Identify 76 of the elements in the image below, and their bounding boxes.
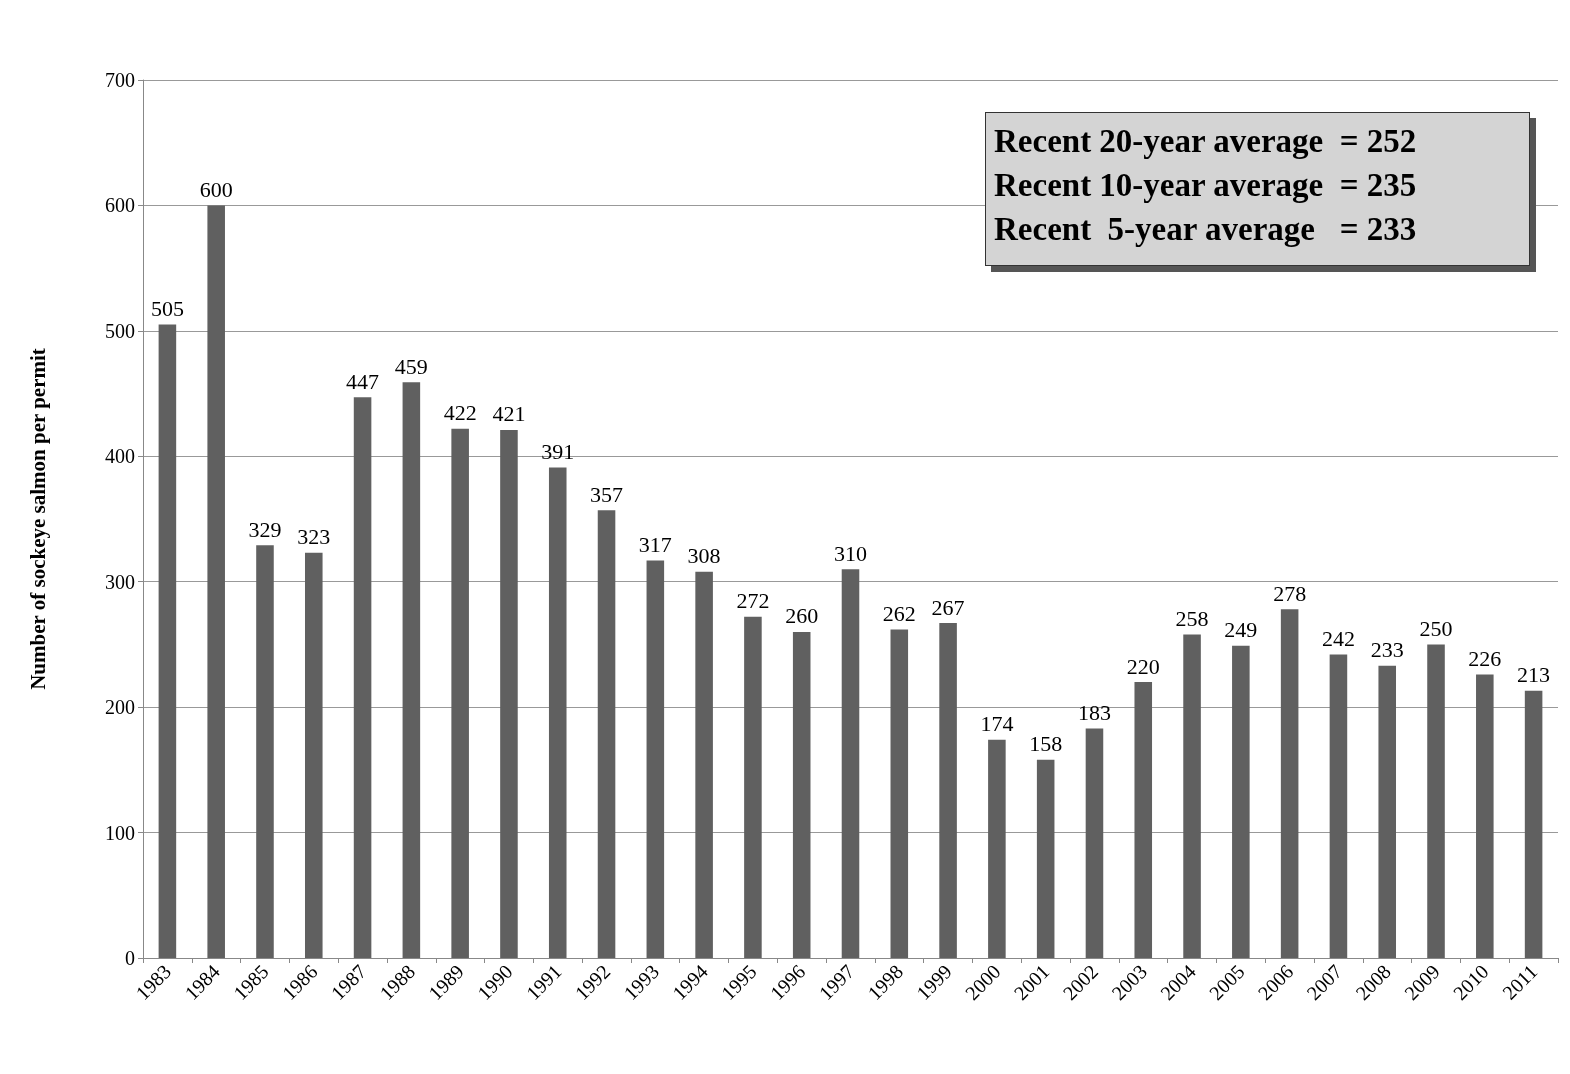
annotation: Recent 20-year average = 252 xyxy=(994,122,1418,161)
data-label: 422 xyxy=(443,400,477,426)
data-label: 250 xyxy=(1419,615,1453,641)
y-tick-label: 600 xyxy=(105,194,135,217)
annotation: Recent 5-year average = 233 xyxy=(994,210,1418,249)
data-label: 505 xyxy=(150,296,184,322)
bar xyxy=(1134,682,1153,958)
data-label: 317 xyxy=(638,531,672,557)
y-tick-label: 100 xyxy=(105,821,135,844)
bar xyxy=(304,552,323,958)
bar xyxy=(1329,654,1348,958)
data-label: 421 xyxy=(492,401,526,427)
annotation: Recent 10-year average = 235 xyxy=(994,166,1418,205)
bar xyxy=(1232,645,1250,958)
x-tick-label: 1991 xyxy=(521,960,566,1005)
x-tick-label: 2011 xyxy=(1498,960,1542,1004)
bar xyxy=(1524,690,1543,958)
data-label: 357 xyxy=(590,481,624,507)
data-label: 310 xyxy=(834,540,867,566)
bar xyxy=(988,739,1006,958)
data-label: 600 xyxy=(199,176,233,202)
bar xyxy=(353,397,372,958)
y-tick-label: 500 xyxy=(105,319,135,342)
data-label: 262 xyxy=(882,600,916,626)
data-label: 260 xyxy=(785,603,819,629)
data-label: 249 xyxy=(1224,617,1258,643)
bar xyxy=(890,629,909,958)
bar xyxy=(207,205,225,958)
data-label: 459 xyxy=(394,353,428,379)
y-tick-label: 400 xyxy=(105,445,135,468)
bar xyxy=(158,324,177,958)
bar xyxy=(939,623,957,958)
bar xyxy=(1378,665,1397,958)
data-label: 258 xyxy=(1175,605,1209,631)
y-tick-label: 700 xyxy=(105,69,135,91)
data-label: 272 xyxy=(736,588,770,614)
x-tick-label: 1999 xyxy=(912,960,956,1005)
y-tick-label: 300 xyxy=(105,570,135,593)
data-label: 267 xyxy=(931,594,965,620)
bar xyxy=(500,429,518,958)
bar xyxy=(1280,609,1299,958)
data-label: 158 xyxy=(1029,731,1063,757)
data-label: 174 xyxy=(980,711,1014,737)
data-label: 213 xyxy=(1517,662,1551,688)
data-label: 233 xyxy=(1370,637,1404,663)
bar xyxy=(1427,644,1445,958)
y-tick-label: 200 xyxy=(105,696,135,719)
bar xyxy=(646,560,665,958)
y-tick-label: 0 xyxy=(125,947,135,969)
data-label: 183 xyxy=(1077,699,1111,725)
data-label: 308 xyxy=(687,543,721,569)
data-label: 447 xyxy=(346,368,380,394)
bar xyxy=(451,428,469,958)
x-tick-label: 1990 xyxy=(472,960,517,1005)
x-tick-label: 1989 xyxy=(424,960,468,1005)
data-label: 278 xyxy=(1273,580,1307,606)
x-tick-label: 1992 xyxy=(570,960,615,1005)
bar xyxy=(1036,759,1055,958)
bar xyxy=(402,382,421,958)
bar xyxy=(548,467,567,958)
y-axis-title: Number of sockeye salmon per permit xyxy=(25,348,50,690)
data-label: 323 xyxy=(297,524,331,550)
bar xyxy=(1476,674,1494,958)
data-label: 220 xyxy=(1126,653,1160,679)
bar xyxy=(597,510,616,958)
bar xyxy=(841,569,860,958)
data-label: 391 xyxy=(541,439,575,465)
bar xyxy=(744,616,762,958)
bar xyxy=(792,631,811,958)
data-label: 242 xyxy=(1321,625,1355,651)
bar xyxy=(1183,634,1201,958)
bar xyxy=(1085,728,1104,958)
data-label: 329 xyxy=(248,516,282,542)
data-label: 226 xyxy=(1468,646,1502,672)
bar xyxy=(256,545,274,958)
bar xyxy=(695,571,713,958)
